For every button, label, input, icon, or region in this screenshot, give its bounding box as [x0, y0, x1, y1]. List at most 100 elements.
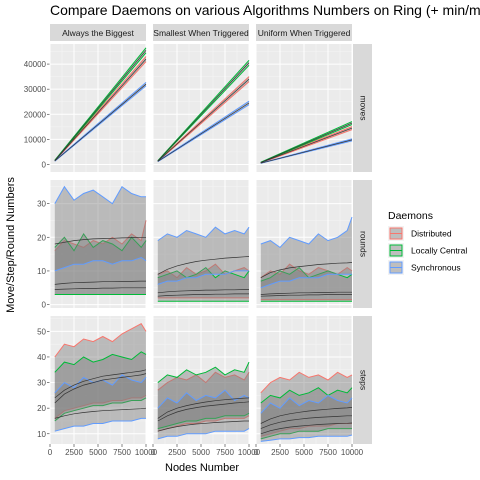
ribbon-max-line: [260, 121, 353, 163]
panel-moves-0: [49, 44, 147, 172]
ribbon-min-line: [260, 434, 353, 442]
ribbon-max-line: [157, 266, 250, 279]
ribbon-max-line: [157, 59, 250, 162]
mean-line-synchronous: [260, 422, 353, 435]
facet-strip-2: [256, 24, 352, 41]
row-strip-rounds: [353, 180, 372, 308]
panel-rounds-2: [255, 180, 353, 308]
ribbon-synchronous: [157, 227, 249, 285]
ribbon-max-line: [157, 100, 250, 162]
ribbon-distributed: [54, 220, 146, 295]
ribbon-locally-central: [260, 267, 352, 302]
facet-strip-label: Always the Biggest: [62, 28, 134, 38]
ribbon-locally-central: [260, 387, 352, 439]
x-tick-label: 5000: [89, 448, 107, 457]
mean-line-locally-central: [54, 373, 147, 404]
panel-moves-2: [255, 44, 353, 172]
mean-line-locally-central: [260, 122, 353, 163]
mean-line-locally-central: [54, 287, 146, 290]
legend: Daemons Distributed Locally Central Synchr…: [388, 210, 467, 275]
mean-line-locally-central: [157, 62, 250, 162]
ribbon-max-line: [54, 82, 147, 162]
mean-line-distributed: [157, 78, 250, 162]
x-axis-label: Nodes Number: [165, 462, 239, 474]
mean-line-locally-central: [54, 50, 147, 161]
mean-line-locally-central: [260, 415, 352, 429]
ribbon-synchronous: [157, 390, 249, 439]
facet-strip-label: Uniform When Triggered: [258, 28, 351, 38]
y-tick-label: 40000: [24, 60, 47, 69]
chart-title: Compare Daemons on various Algorithms Nu…: [50, 2, 480, 18]
x-tick-label: 5000: [295, 448, 313, 457]
ribbon-max-line: [54, 47, 147, 161]
ribbon-max-line: [157, 361, 250, 383]
mean-line-synchronous: [157, 256, 250, 275]
mean-line-distributed: [157, 401, 250, 422]
ribbon-min-line: [157, 81, 250, 162]
row-strip-label: moves: [358, 95, 368, 120]
mean-line-locally-central: [157, 293, 249, 297]
panel-steps-1: [152, 316, 250, 444]
x-tick-label: 2500: [168, 448, 186, 457]
ribbon-min-line: [157, 412, 250, 430]
mean-line-distributed: [54, 58, 147, 161]
ribbon-max-line: [54, 232, 147, 252]
ribbon-min-line: [157, 428, 250, 440]
mean-line-synchronous: [260, 262, 353, 279]
mean-line-synchronous: [54, 236, 146, 245]
facet-panels: Always the Biggest Smallest When Triggere…: [24, 24, 372, 457]
mean-line-locally-central: [260, 294, 352, 297]
ribbon-locally-central: [157, 267, 249, 302]
ribbon-max-line: [260, 394, 353, 414]
row-strip-moves: [353, 44, 372, 172]
mean-line-synchronous: [157, 420, 249, 432]
x-tick-label: 2500: [65, 448, 83, 457]
ribbon-synchronous: [54, 186, 146, 271]
mean-line-synchronous: [260, 139, 353, 164]
ribbon-max-line: [157, 76, 250, 162]
row-strip-label: steps: [358, 370, 368, 390]
mean-line-distributed: [157, 289, 249, 294]
mean-line-distributed: [260, 291, 352, 295]
y-tick-label: 10: [37, 430, 46, 439]
ribbon-max-line: [157, 226, 250, 242]
panel-steps-2: [255, 316, 353, 444]
facet-strip-label: Smallest When Triggered: [153, 28, 249, 38]
ribbon-min-line: [260, 129, 353, 164]
ribbon-min-line: [260, 273, 352, 289]
row-strip-label: rounds: [358, 231, 368, 257]
y-axis-label: Move/Step/Round Numbers: [5, 177, 17, 313]
legend-label: Distributed: [411, 229, 452, 239]
ribbon-min-line: [54, 256, 147, 272]
mean-line-locally-central: [157, 397, 250, 419]
x-tick-label: 0: [254, 448, 259, 457]
x-tick-label: 7500: [216, 448, 234, 457]
ribbon-max-line: [157, 263, 250, 279]
mean-line-distributed: [54, 369, 147, 399]
mean-line-distributed: [260, 407, 353, 424]
x-tick-label: 10000: [238, 448, 261, 457]
ribbon-min-line: [157, 64, 250, 162]
ribbon-min-line: [260, 124, 353, 164]
ribbon-max-line: [54, 351, 147, 373]
y-tick-label: 20000: [24, 110, 47, 119]
y-tick-label: 30: [37, 200, 46, 209]
x-tick-label: 7500: [113, 448, 131, 457]
row-strip-steps: [353, 316, 372, 444]
x-tick-label: 2500: [271, 448, 289, 457]
legend-label: Locally Central: [411, 246, 467, 256]
ribbon-locally-central: [157, 362, 249, 429]
ribbon-distributed: [260, 264, 352, 300]
legend-label: Synchronous: [411, 263, 461, 273]
ribbon-min-line: [157, 104, 250, 163]
legend-title: Daemons: [388, 210, 433, 222]
ribbon-max-line: [260, 371, 353, 394]
ribbon-min-line: [260, 428, 352, 440]
ribbon-min-line: [157, 270, 249, 285]
ribbon-min-line: [54, 394, 147, 419]
ribbon-locally-central: [54, 351, 146, 421]
mean-line-distributed: [260, 127, 353, 164]
ribbon-synchronous: [260, 217, 352, 288]
ribbon-distributed: [260, 372, 352, 437]
